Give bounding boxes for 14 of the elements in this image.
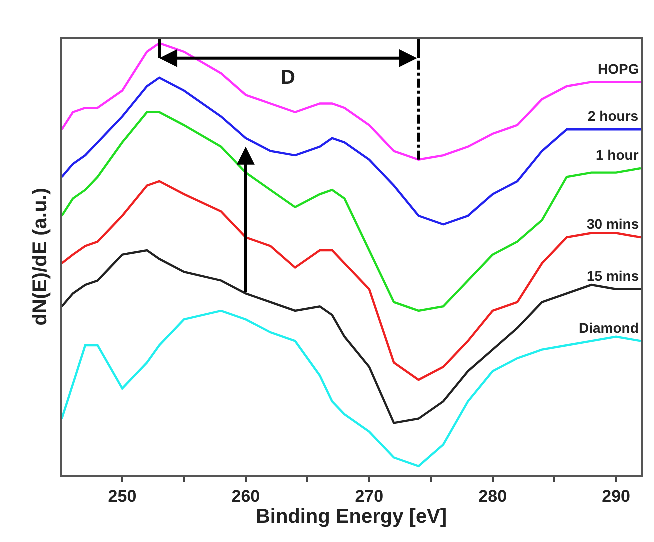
y-axis-title: dN(E)/dE (a.u.) (29, 188, 52, 326)
x-tick-label: 280 (478, 487, 508, 506)
annotation: D (281, 67, 296, 89)
x-tick-label: 270 (355, 487, 384, 506)
x-tick-label: 290 (602, 487, 630, 506)
series-label: 30 mins (587, 216, 640, 232)
series-label: HOPG (598, 61, 640, 77)
series-label: Diamond (579, 320, 639, 336)
series-label: 2 hours (588, 108, 639, 124)
series-label: 1 hour (596, 147, 640, 163)
series-label: 15 mins (587, 268, 640, 284)
x-axis-title: Binding Energy [eV] (256, 506, 448, 528)
x-tick-label: 250 (108, 487, 137, 506)
x-tick-label: 260 (232, 487, 260, 506)
